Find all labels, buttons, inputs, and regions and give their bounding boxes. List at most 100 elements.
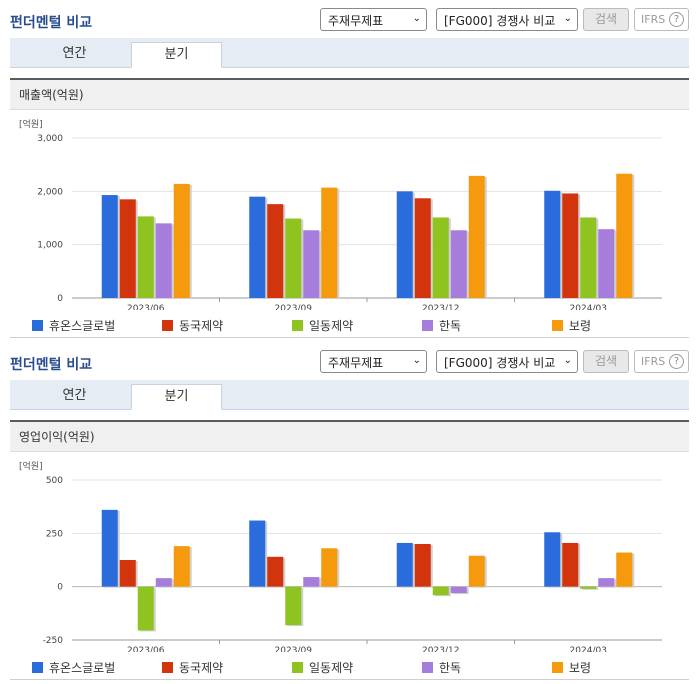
compare-select[interactable]: [FG000] 경쟁사 비교 ⌄: [436, 8, 578, 31]
tab-quarterly[interactable]: 분기: [131, 384, 222, 410]
legend-swatch: [292, 662, 303, 673]
chevron-down-icon: ⌄: [563, 355, 572, 366]
legend-swatch: [552, 320, 563, 331]
period-tabs: 연간 분기: [10, 38, 689, 68]
bar-3-2: [450, 586, 467, 594]
bar-2-2: [432, 586, 449, 596]
bar-2-1: [285, 586, 302, 626]
sales-bar-chart: [억원] 0 1,000 2,000 3,000 2023/06 2023/09 2023/1…: [19, 118, 662, 310]
y-tick-label: 3,000: [37, 134, 63, 144]
legend-swatch: [552, 662, 563, 673]
legend-item[interactable]: 일동제약: [292, 659, 353, 676]
operating-profit-bar-chart: [억원] -250 0 250 500 2023/06 2023/09 2023/12 2024…: [19, 460, 662, 652]
y-tick-label: 2,000: [37, 187, 63, 197]
legend-item[interactable]: 동국제약: [162, 317, 223, 334]
legend-swatch: [162, 662, 173, 673]
tab-quarterly[interactable]: 분기: [131, 42, 222, 68]
bar-2-0: [137, 216, 154, 298]
legend-label: 휴온스글로벌: [49, 661, 116, 675]
legend-item[interactable]: 한독: [422, 317, 461, 334]
legend-label: 한독: [439, 661, 462, 675]
chart-container: 매출액(억원) [억원] 0 1,000 2,000 3,000 2023/06 2023/…: [10, 78, 689, 338]
chevron-down-icon: ⌄: [412, 13, 421, 24]
bar-1-3: [562, 193, 579, 298]
bar-4-3: [616, 552, 633, 587]
bar-1-1: [267, 204, 284, 298]
legend-swatch: [422, 320, 433, 331]
bar-0-2: [396, 542, 413, 587]
bar-2-3: [580, 217, 597, 298]
x-tick-label: 2023/09: [275, 646, 313, 652]
x-tick-label: 2023/12: [422, 304, 459, 310]
legend-item[interactable]: 휴온스글로벌: [32, 317, 115, 334]
bar-3-0: [155, 578, 172, 587]
search-button[interactable]: 검색: [583, 350, 629, 373]
period-tabs: 연간 분기: [10, 380, 689, 410]
bar-0-1: [249, 196, 266, 298]
y-unit-label: [억원]: [19, 460, 43, 472]
bar-4-2: [468, 175, 485, 298]
chevron-down-icon: ⌄: [563, 13, 572, 24]
x-tick-label: 2023/09: [275, 304, 313, 310]
legend-item[interactable]: 동국제약: [162, 659, 223, 676]
bar-3-3: [598, 578, 615, 587]
ifrs-button[interactable]: IFRS ?: [634, 350, 689, 373]
bar-0-3: [544, 190, 561, 298]
legend-label: 한독: [439, 319, 462, 333]
tab-annual[interactable]: 연간: [62, 388, 87, 403]
bar-3-1: [303, 230, 320, 298]
legend-item[interactable]: 한독: [422, 659, 461, 676]
bar-3-0: [155, 223, 172, 298]
ifrs-label: IFRS: [641, 355, 666, 368]
legend-swatch: [422, 662, 433, 673]
bar-1-2: [414, 198, 431, 298]
bar-1-1: [267, 556, 284, 587]
bar-3-2: [450, 230, 467, 298]
bar-4-2: [468, 555, 485, 587]
legend-item[interactable]: 보령: [552, 317, 591, 334]
bar-0-0: [101, 195, 118, 298]
report-type-select[interactable]: 주재무제표 ⌄: [320, 8, 427, 31]
bar-3-1: [303, 577, 320, 587]
bar-1-3: [562, 542, 579, 587]
ifrs-label: IFRS: [641, 13, 666, 26]
bar-4-0: [173, 183, 190, 298]
report-type-select-value: 주재무제표: [328, 356, 384, 370]
legend-item[interactable]: 보령: [552, 659, 591, 676]
legend-item[interactable]: 일동제약: [292, 317, 353, 334]
chart-title: 영업이익(억원): [10, 422, 689, 452]
chevron-down-icon: ⌄: [412, 355, 421, 366]
legend-label: 동국제약: [179, 661, 224, 675]
report-type-select[interactable]: 주재무제표 ⌄: [320, 350, 427, 373]
legend-swatch: [32, 320, 43, 331]
help-icon: ?: [669, 12, 684, 27]
y-tick-label: 250: [46, 529, 63, 539]
bar-4-1: [321, 187, 338, 298]
bar-2-3: [580, 586, 597, 589]
legend-label: 일동제약: [309, 319, 354, 333]
ifrs-button[interactable]: IFRS ?: [634, 8, 689, 31]
panel-title: 펀더멘털 비교: [10, 357, 93, 373]
search-button[interactable]: 검색: [583, 8, 629, 31]
y-tick-label: 1,000: [37, 241, 63, 251]
tab-annual[interactable]: 연간: [62, 46, 87, 61]
y-tick-label: 0: [57, 294, 63, 304]
y-tick-label: 500: [46, 476, 63, 486]
help-icon: ?: [669, 354, 684, 369]
bar-1-0: [119, 199, 136, 298]
legend-label: 보령: [569, 319, 592, 333]
legend-label: 동국제약: [179, 319, 224, 333]
legend-swatch: [292, 320, 303, 331]
bar-4-3: [616, 173, 633, 298]
bar-0-2: [396, 191, 413, 298]
compare-select-value: [FG000] 경쟁사 비교: [444, 14, 556, 28]
chart-container: 영업이익(억원) [억원] -250 0 250 500 2023/06 2023/09 20…: [10, 420, 689, 680]
bar-0-1: [249, 520, 266, 587]
compare-select[interactable]: [FG000] 경쟁사 비교 ⌄: [436, 350, 578, 373]
bar-4-0: [173, 546, 190, 587]
x-tick-label: 2024/03: [570, 304, 607, 310]
legend-item[interactable]: 휴온스글로벌: [32, 659, 115, 676]
compare-select-value: [FG000] 경쟁사 비교: [444, 356, 556, 370]
x-tick-label: 2024/03: [570, 646, 607, 652]
bar-3-3: [598, 229, 615, 298]
